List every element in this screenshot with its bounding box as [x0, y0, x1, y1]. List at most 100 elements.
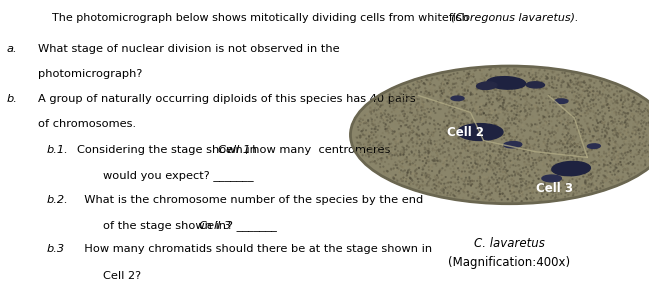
- Point: [583, 94, 593, 98]
- Point: [539, 150, 550, 154]
- Point: [400, 123, 410, 128]
- Point: [596, 134, 607, 138]
- Point: [522, 167, 533, 172]
- Point: [519, 178, 529, 183]
- Point: [563, 141, 574, 146]
- Point: [543, 154, 554, 159]
- Point: [504, 182, 514, 186]
- Point: [563, 119, 573, 123]
- Point: [478, 185, 488, 190]
- Point: [433, 101, 443, 105]
- Point: [424, 131, 434, 136]
- Point: [471, 128, 481, 133]
- Point: [490, 119, 500, 124]
- Point: [467, 153, 477, 158]
- Point: [548, 168, 559, 172]
- Point: [536, 74, 546, 79]
- Point: [413, 184, 424, 189]
- Point: [554, 147, 564, 152]
- Point: [546, 69, 556, 73]
- Point: [554, 174, 564, 178]
- Point: [500, 76, 511, 80]
- Point: [557, 104, 568, 108]
- Point: [509, 106, 520, 111]
- Point: [546, 78, 557, 83]
- Point: [623, 94, 633, 98]
- Point: [609, 91, 619, 96]
- Point: [400, 86, 410, 90]
- Point: [602, 132, 613, 136]
- Point: [411, 92, 422, 97]
- Point: [570, 145, 581, 149]
- Point: [525, 151, 535, 155]
- Point: [521, 172, 532, 176]
- Point: [609, 93, 619, 97]
- Point: [587, 134, 598, 138]
- Point: [418, 171, 428, 175]
- Point: [556, 121, 566, 126]
- Point: [511, 67, 521, 71]
- Point: [397, 144, 408, 149]
- Point: [472, 142, 483, 147]
- Point: [472, 162, 483, 167]
- Point: [368, 143, 378, 148]
- Point: [456, 176, 467, 181]
- Point: [430, 139, 440, 144]
- Point: [426, 111, 436, 115]
- Point: [511, 117, 522, 121]
- Point: [462, 155, 472, 159]
- Point: [361, 121, 372, 126]
- Point: [561, 136, 572, 141]
- Point: [419, 147, 430, 151]
- Point: [575, 123, 585, 128]
- Ellipse shape: [476, 82, 497, 89]
- Point: [388, 104, 398, 108]
- Point: [482, 146, 493, 150]
- Point: [489, 131, 499, 135]
- Point: [391, 105, 402, 109]
- Point: [488, 182, 498, 186]
- Point: [565, 144, 576, 149]
- Point: [604, 126, 614, 130]
- Point: [479, 67, 489, 72]
- Point: [618, 170, 628, 175]
- Point: [629, 96, 639, 100]
- Point: [587, 92, 598, 97]
- Point: [583, 92, 593, 96]
- Point: [570, 118, 580, 122]
- Point: [407, 125, 417, 130]
- Point: [442, 124, 452, 128]
- Point: [640, 162, 649, 166]
- Point: [527, 95, 537, 99]
- Point: [443, 94, 453, 99]
- Point: [569, 112, 580, 117]
- Point: [434, 148, 444, 152]
- Point: [425, 176, 435, 181]
- Point: [504, 67, 515, 72]
- Point: [584, 83, 594, 88]
- Point: [494, 194, 504, 199]
- Point: [629, 117, 639, 122]
- Point: [470, 161, 480, 165]
- Point: [363, 143, 373, 148]
- Point: [602, 103, 612, 107]
- Point: [372, 149, 382, 154]
- Point: [597, 120, 607, 125]
- Point: [378, 164, 389, 169]
- Point: [576, 130, 586, 134]
- Point: [545, 153, 556, 157]
- Point: [487, 196, 498, 201]
- Point: [423, 90, 434, 95]
- Point: [558, 137, 569, 141]
- Point: [590, 115, 600, 119]
- Point: [506, 160, 517, 164]
- Point: [391, 152, 402, 157]
- Point: [623, 127, 633, 132]
- Point: [412, 88, 422, 92]
- Point: [591, 126, 601, 130]
- Point: [539, 102, 549, 107]
- Point: [386, 144, 396, 149]
- Point: [478, 147, 489, 152]
- Point: [533, 105, 543, 110]
- Point: [400, 89, 411, 94]
